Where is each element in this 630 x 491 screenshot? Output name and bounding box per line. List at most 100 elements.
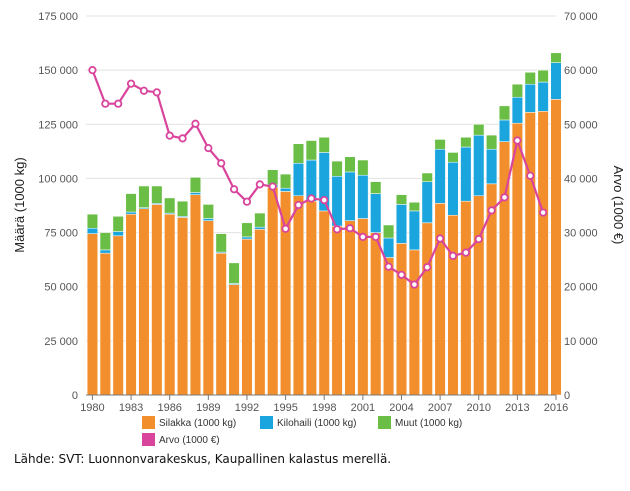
x-tick-label: 1983 [119, 402, 143, 414]
right-tick-label: 10 000 [564, 336, 598, 348]
legend-item-silakka[interactable]: Silakka (1000 kg) [142, 416, 236, 429]
legend-item-kilohaili[interactable]: Kilohaili (1000 kg) [260, 416, 357, 429]
bar-kilohaili [383, 237, 395, 258]
arvo-point [487, 206, 496, 215]
bar-kilohaili [511, 96, 523, 124]
right-tick-label: 50 000 [564, 119, 598, 131]
bar-muut [511, 83, 523, 98]
bar-muut [241, 222, 253, 238]
source-note: Lähde: SVT: Luonnonvarakeskus, Kaupallin… [14, 452, 392, 466]
x-tick-label: 2007 [428, 402, 452, 414]
right-tick-label: 60 000 [564, 65, 598, 77]
x-tick-label: 2010 [466, 402, 490, 414]
bar-muut [151, 185, 163, 204]
bar-silakka [421, 222, 433, 396]
left-tick-label: 125 000 [38, 119, 78, 131]
bar-kilohaili [280, 187, 292, 192]
arvo-point [255, 180, 264, 189]
bar-muut [383, 224, 395, 239]
bar-silakka [202, 220, 214, 396]
legend: Silakka (1000 kg) Kilohaili (1000 kg) Mu… [142, 416, 462, 446]
arvo-point [307, 194, 316, 203]
bar-silakka [331, 225, 343, 396]
left-tick-label: 0 [72, 390, 78, 402]
left-tick-label: 25 000 [44, 336, 78, 348]
chart-figure: 0 25 000 50 000 75 000 100 000 125 000 150 000… [12, 11, 626, 446]
arvo-point [229, 185, 239, 194]
y-axis-left-title: Määrä (1000 kg) [12, 157, 27, 252]
arvo-point [178, 134, 187, 143]
bar-kilohaili [434, 148, 446, 204]
bar-silakka [370, 232, 382, 396]
y-axis-right-title: Arvo (1000 €) [611, 166, 626, 245]
bar-muut [434, 139, 446, 150]
legend-label-muut: Muut (1000 kg) [395, 418, 462, 429]
legend-swatch-muut [378, 416, 391, 429]
legend-label-arvo: Arvo (1000 €) [159, 435, 220, 446]
bar-kilohaili [292, 163, 304, 197]
arvo-point [242, 197, 252, 206]
arvo-point [526, 171, 535, 180]
bar-kilohaili [357, 174, 369, 219]
bar-muut [202, 204, 214, 219]
bar-silakka [537, 111, 549, 396]
arvo-point [139, 86, 149, 95]
bar-kilohaili [112, 231, 124, 237]
bar-silakka [447, 214, 459, 396]
bar-muut [408, 202, 420, 212]
bar-muut [189, 177, 201, 193]
bar-muut [486, 134, 498, 150]
bar-kilohaili [202, 218, 214, 221]
bar-silakka [189, 194, 201, 396]
bar-muut [498, 105, 511, 121]
bar-muut [138, 185, 150, 208]
bar-silakka [177, 217, 189, 396]
x-tick-label: 2013 [505, 402, 529, 414]
bar-muut [344, 156, 356, 173]
value-line [88, 66, 548, 289]
bar-silakka [395, 243, 408, 396]
bar-silakka [254, 229, 266, 396]
arvo-point [461, 248, 470, 257]
bar-kilohaili [254, 226, 266, 230]
bar-silakka [215, 252, 227, 396]
arvo-point [384, 262, 393, 271]
legend-item-arvo[interactable]: Arvo (1000 €) [142, 433, 220, 446]
bar-silakka [151, 204, 163, 396]
bar-silakka [344, 220, 356, 396]
arvo-point [539, 208, 548, 217]
bar-silakka [86, 233, 98, 396]
legend-item-muut[interactable]: Muut (1000 kg) [378, 416, 462, 429]
arvo-point [474, 234, 483, 244]
left-tick-label: 175 000 [38, 11, 78, 23]
bar-silakka [357, 218, 369, 396]
bar-muut [280, 173, 292, 189]
left-tick-label: 50 000 [44, 282, 78, 294]
bar-silakka [305, 200, 317, 396]
x-tick-label: 2001 [351, 402, 375, 414]
bar-stacks [86, 52, 562, 396]
arvo-point [332, 225, 342, 234]
arvo-point [165, 131, 174, 140]
arvo-point [397, 270, 406, 279]
arvo-point [410, 280, 419, 289]
arvo-point [513, 136, 522, 145]
arvo-point [217, 159, 226, 168]
bar-kilohaili [447, 161, 459, 216]
arvo-point [423, 263, 432, 272]
bar-kilohaili [473, 134, 485, 197]
arvo-point [358, 232, 367, 242]
bar-muut [370, 181, 382, 194]
legend-label-silakka: Silakka (1000 kg) [159, 418, 236, 429]
bar-muut [292, 143, 304, 164]
x-tick-label: 1980 [80, 402, 104, 414]
bar-muut [331, 160, 343, 177]
left-axis-ticks: 0 25 000 50 000 75 000 100 000 125 000 150 000… [38, 11, 78, 402]
bar-muut [550, 52, 562, 63]
bar-kilohaili [125, 211, 137, 215]
bar-silakka [318, 210, 330, 396]
bar-kilohaili [241, 236, 253, 240]
bar-muut [164, 197, 176, 214]
bar-kilohaili [86, 227, 98, 234]
legend-swatch-kilohaili [260, 416, 273, 429]
